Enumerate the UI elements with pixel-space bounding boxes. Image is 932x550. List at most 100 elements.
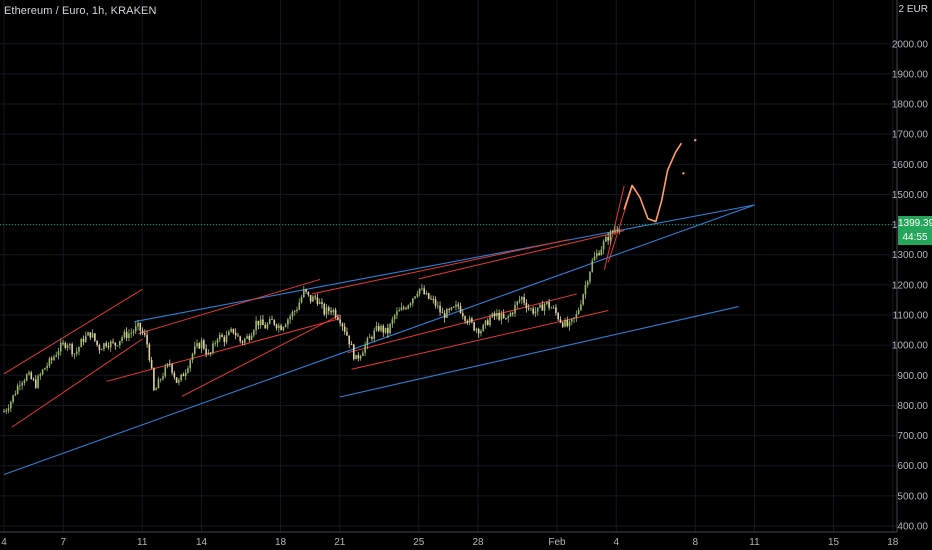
candle-body (468, 318, 471, 323)
candle-body (19, 385, 21, 387)
candle-body (23, 380, 26, 383)
candle-body (268, 319, 271, 324)
candle-body (605, 236, 607, 242)
candle-body (352, 344, 355, 360)
candle-body (80, 338, 83, 348)
candle-body (466, 320, 469, 323)
candle-body (362, 352, 364, 356)
candle-body (321, 302, 323, 305)
candle-body (525, 302, 528, 309)
candle-body (162, 376, 164, 380)
candle-body (421, 288, 423, 290)
price-tick-label: 1000.00 (892, 341, 929, 352)
candle-body (477, 328, 480, 334)
candle-body (396, 311, 398, 316)
candle-body (443, 313, 446, 318)
candle-body (341, 323, 344, 327)
candle-body (103, 343, 105, 350)
candle-body (357, 354, 360, 359)
price-tick-label: 1800.00 (892, 100, 929, 111)
price-tick-label: 2000.00 (892, 39, 929, 50)
candle-body (107, 346, 110, 348)
candle-body (203, 340, 205, 349)
candle-body (434, 299, 437, 306)
red-channel-line (418, 230, 625, 280)
candle-body (400, 307, 403, 311)
candle-body (218, 334, 221, 340)
candle-body (439, 305, 441, 313)
candle-body (389, 323, 391, 334)
candle-body (441, 312, 444, 314)
candle-body (595, 253, 598, 257)
red-channel-line (181, 314, 340, 397)
candle-body (571, 318, 573, 322)
candle-body (568, 321, 571, 327)
time-tick-label: 18 (887, 537, 899, 548)
candle-body (496, 312, 498, 317)
candle-body (32, 378, 35, 380)
candle-body (412, 298, 414, 304)
candle-body (573, 317, 575, 319)
projection-dot (694, 139, 697, 142)
candle-body (430, 298, 432, 300)
candle-body (200, 340, 203, 349)
candle-body (493, 313, 496, 317)
candle-body (155, 388, 157, 391)
candle-body (343, 326, 346, 332)
candle-body (425, 293, 428, 295)
price-tick-label: 1700.00 (892, 130, 929, 141)
candle-body (561, 322, 564, 327)
candle-body (87, 332, 89, 336)
time-axis[interactable]: 4 7 11 14 18 21 25 28 Feb 4 8 11 15 18 (1, 537, 899, 548)
candle-body (166, 363, 169, 367)
candle-body (89, 332, 92, 338)
candle-body (280, 325, 282, 331)
candle-body (214, 343, 217, 344)
currency-label[interactable]: 2 EUR (898, 4, 928, 15)
projection-drawing[interactable] (623, 139, 697, 223)
candle-body (348, 335, 351, 345)
candle-body (446, 308, 448, 318)
grid-lines (0, 0, 897, 532)
time-tick-label: 11 (749, 537, 760, 548)
candle-body (346, 331, 348, 336)
candle-body (423, 288, 425, 295)
candle-body (371, 337, 373, 339)
candle-body (514, 304, 516, 314)
candle-body (602, 241, 605, 250)
candle-body (448, 308, 450, 310)
candle-body (334, 309, 337, 317)
candle-body (207, 352, 210, 355)
red-channel-line (603, 185, 625, 270)
candle-body (366, 338, 369, 346)
candle-body (614, 229, 616, 233)
candle-body (616, 229, 619, 231)
candle-body (507, 316, 510, 319)
candle-body (275, 324, 278, 329)
candle-body (373, 330, 376, 339)
time-tick-label: 4 (1, 537, 7, 548)
candle-body (480, 331, 482, 334)
candle-body (300, 297, 303, 303)
candle-body (405, 308, 407, 310)
candle-body (175, 377, 178, 383)
candle-body (541, 304, 544, 311)
candle-body (173, 372, 176, 378)
candle-body (169, 363, 171, 365)
red-channel-line (138, 278, 321, 335)
candle-body (257, 320, 260, 326)
candle-body (187, 368, 189, 373)
candle-body (546, 301, 548, 304)
candle-body (182, 374, 185, 377)
candle-body (484, 320, 487, 325)
time-tick-label: 25 (413, 537, 425, 548)
candle-body (41, 369, 44, 375)
candle-body (437, 305, 439, 307)
candle-body (69, 344, 71, 346)
price-tick-label: 1200.00 (892, 280, 929, 291)
price-tick-label: 1500.00 (892, 190, 929, 201)
candle-body (548, 301, 550, 308)
candle-body (48, 358, 51, 366)
red-channel-line (106, 318, 340, 382)
